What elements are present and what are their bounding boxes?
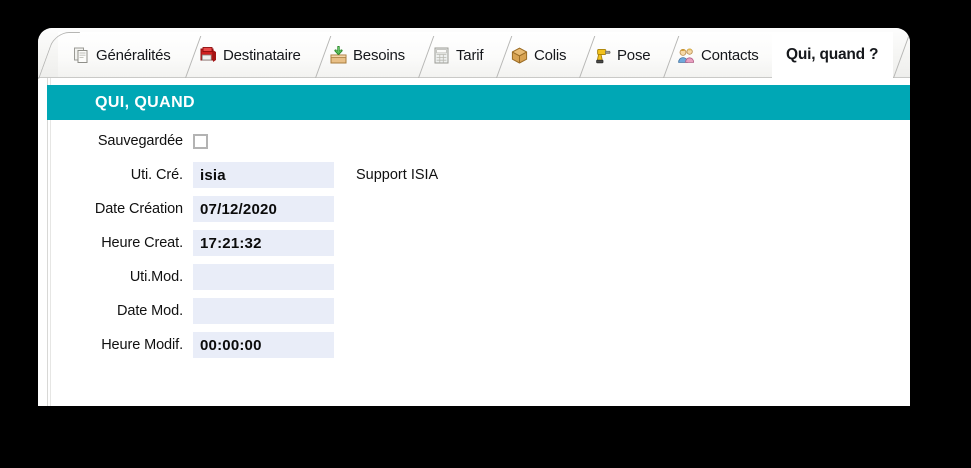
tab-label: Pose <box>617 46 651 64</box>
form-row: Uti. Cré. isia Support ISIA <box>38 158 910 192</box>
printer-icon <box>199 46 218 65</box>
tab-label: Destinataire <box>223 46 301 64</box>
panel-left-rail-inner <box>50 78 51 406</box>
tab-colis[interactable]: Colis <box>496 32 579 78</box>
tab-destinataire[interactable]: Destinataire <box>185 32 315 78</box>
tab-label: Généralités <box>96 46 171 64</box>
tab-separator <box>893 36 910 78</box>
field-label: Heure Modif. <box>101 337 183 353</box>
tab-besoins[interactable]: Besoins <box>315 32 418 78</box>
section-header: QUI, QUAND <box>47 85 910 120</box>
field-label: Uti. Cré. <box>130 167 183 183</box>
field-label: Date Mod. <box>117 303 183 319</box>
form-row: Date Mod. <box>38 294 910 328</box>
form-row: Heure Creat. 17:21:32 <box>38 226 910 260</box>
tab-bar: Généralités Destinataire Besoins Tarif Colis… <box>38 28 910 79</box>
package-icon <box>510 46 529 65</box>
form-row: Date Création 07/12/2020 <box>38 192 910 226</box>
tab-label: Colis <box>534 46 567 64</box>
field-value-uti-mod[interactable] <box>193 264 334 290</box>
field-note: Support ISIA <box>356 167 439 183</box>
field-value-date-cr-ation[interactable]: 07/12/2020 <box>193 196 334 222</box>
form-row: Sauvegardée <box>38 124 910 158</box>
documents-icon <box>72 46 91 65</box>
field-label: Sauvegardée <box>97 133 183 149</box>
tab-label: Tarif <box>456 46 484 64</box>
form-row: Heure Modif. 00:00:00 <box>38 328 910 362</box>
form-area: Sauvegardée Uti. Cré. isia Support ISIA Date… <box>38 124 910 362</box>
tab-qui-quand[interactable]: Qui, quand ? <box>772 32 893 78</box>
box-download-icon <box>329 45 348 65</box>
tab-g-n-ralit-s[interactable]: Généralités <box>58 32 185 78</box>
field-value-date-mod[interactable] <box>193 298 334 324</box>
field-label: Date Création <box>94 201 183 217</box>
field-value-heure-creat[interactable]: 17:21:32 <box>193 230 334 256</box>
checkbox-cell <box>193 128 334 154</box>
drill-icon <box>593 46 612 65</box>
panel-left-rail <box>47 78 48 406</box>
tab-label: Qui, quand ? <box>786 46 879 63</box>
field-label: Heure Creat. <box>101 235 183 251</box>
sauvegardee-checkbox[interactable] <box>193 133 208 149</box>
field-label: Uti.Mod. <box>129 269 183 285</box>
tab-label: Contacts <box>701 46 759 64</box>
tab-contacts[interactable]: Contacts <box>663 32 772 78</box>
tab-pose[interactable]: Pose <box>579 32 663 78</box>
tab-strip-baseline <box>38 77 910 78</box>
tab-label: Besoins <box>353 46 405 64</box>
people-icon <box>677 46 696 65</box>
field-value-uti-cr[interactable]: isia <box>193 162 334 188</box>
form-row: Uti.Mod. <box>38 260 910 294</box>
section-header-title: QUI, QUAND <box>95 93 195 111</box>
tab-tarif[interactable]: Tarif <box>418 32 496 78</box>
application-window: Généralités Destinataire Besoins Tarif Colis… <box>38 28 910 406</box>
field-value-heure-modif[interactable]: 00:00:00 <box>193 332 334 358</box>
calculator-icon <box>432 46 451 65</box>
